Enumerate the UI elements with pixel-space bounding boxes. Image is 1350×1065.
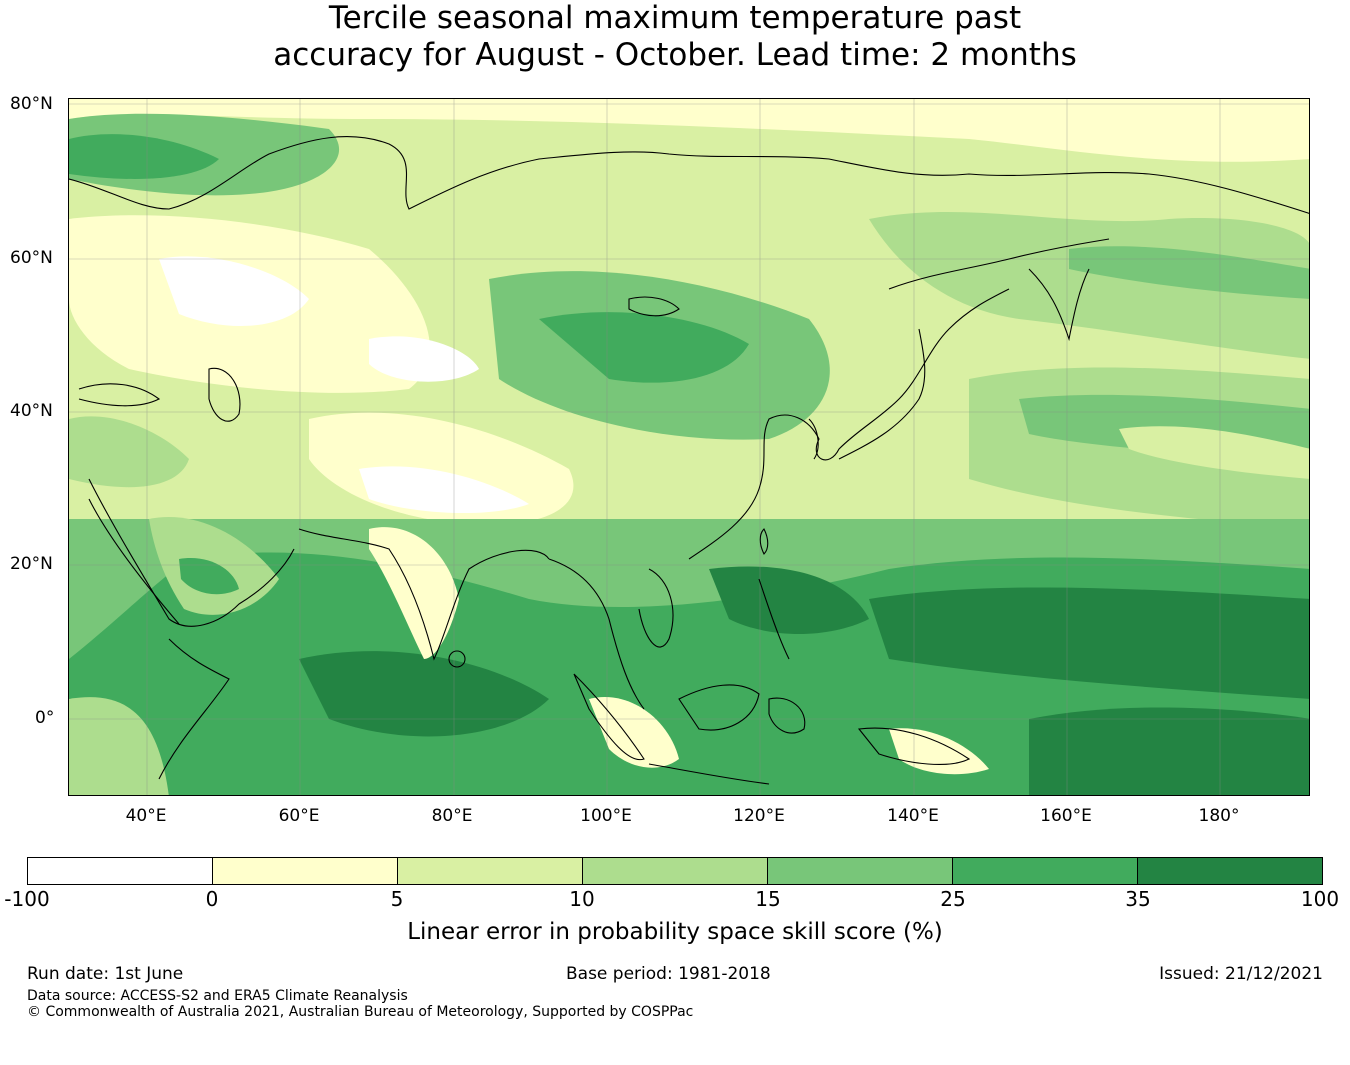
gridlines xyxy=(69,99,1309,795)
colorbar xyxy=(27,857,1323,885)
colorbar-segment xyxy=(768,858,953,884)
base-period: Base period: 1981-2018 xyxy=(566,964,771,984)
lon-label-60e: 60°E xyxy=(278,806,320,826)
lat-label-20n: 20°N xyxy=(10,554,53,574)
colorbar-segment xyxy=(213,858,398,884)
lon-label-140e: 140°E xyxy=(887,806,939,826)
colorbar-segment xyxy=(28,858,213,884)
lon-label-160e: 160°E xyxy=(1040,806,1092,826)
colorbar-tick: 25 xyxy=(940,887,966,911)
lat-label-60n: 60°N xyxy=(10,248,53,268)
colorbar-tick: 10 xyxy=(569,887,595,911)
copyright: © Commonwealth of Australia 2021, Austra… xyxy=(27,1004,694,1020)
data-source: Data source: ACCESS-S2 and ERA5 Climate … xyxy=(27,988,408,1004)
lon-label-100e: 100°E xyxy=(580,806,632,826)
colorbar-tick: 100 xyxy=(1300,887,1340,911)
map-canvas xyxy=(69,99,1309,795)
lat-label-0: 0° xyxy=(35,708,55,728)
lon-label-80e: 80°E xyxy=(431,806,473,826)
map-title: Tercile seasonal maximum temperature pas… xyxy=(0,0,1350,74)
lat-label-80n: 80°N xyxy=(10,94,53,114)
colorbar-label: Linear error in probability space skill … xyxy=(407,919,943,945)
coastlines xyxy=(69,136,1309,785)
colorbar-segment xyxy=(1138,858,1322,884)
colorbar-tick: 0 xyxy=(205,887,219,911)
skill-score-map xyxy=(68,98,1310,796)
lon-label-120e: 120°E xyxy=(733,806,785,826)
title-line-2: accuracy for August - October. Lead time… xyxy=(273,37,1077,73)
issued-date: Issued: 21/12/2021 xyxy=(1159,964,1323,984)
lon-label-40e: 40°E xyxy=(125,806,167,826)
title-line-1: Tercile seasonal maximum temperature pas… xyxy=(328,0,1022,36)
colorbar-segment xyxy=(398,858,583,884)
lon-label-180: 180° xyxy=(1198,806,1240,826)
colorbar-tick: 15 xyxy=(755,887,781,911)
colorbar-tick: 35 xyxy=(1125,887,1151,911)
lat-label-40n: 40°N xyxy=(10,401,53,421)
shading-layer xyxy=(69,99,1309,795)
colorbar-segment xyxy=(953,858,1138,884)
run-date: Run date: 1st June xyxy=(27,964,184,984)
colorbar-tick: 5 xyxy=(390,887,404,911)
colorbar-segment xyxy=(583,858,768,884)
colorbar-tick: -100 xyxy=(4,887,50,911)
